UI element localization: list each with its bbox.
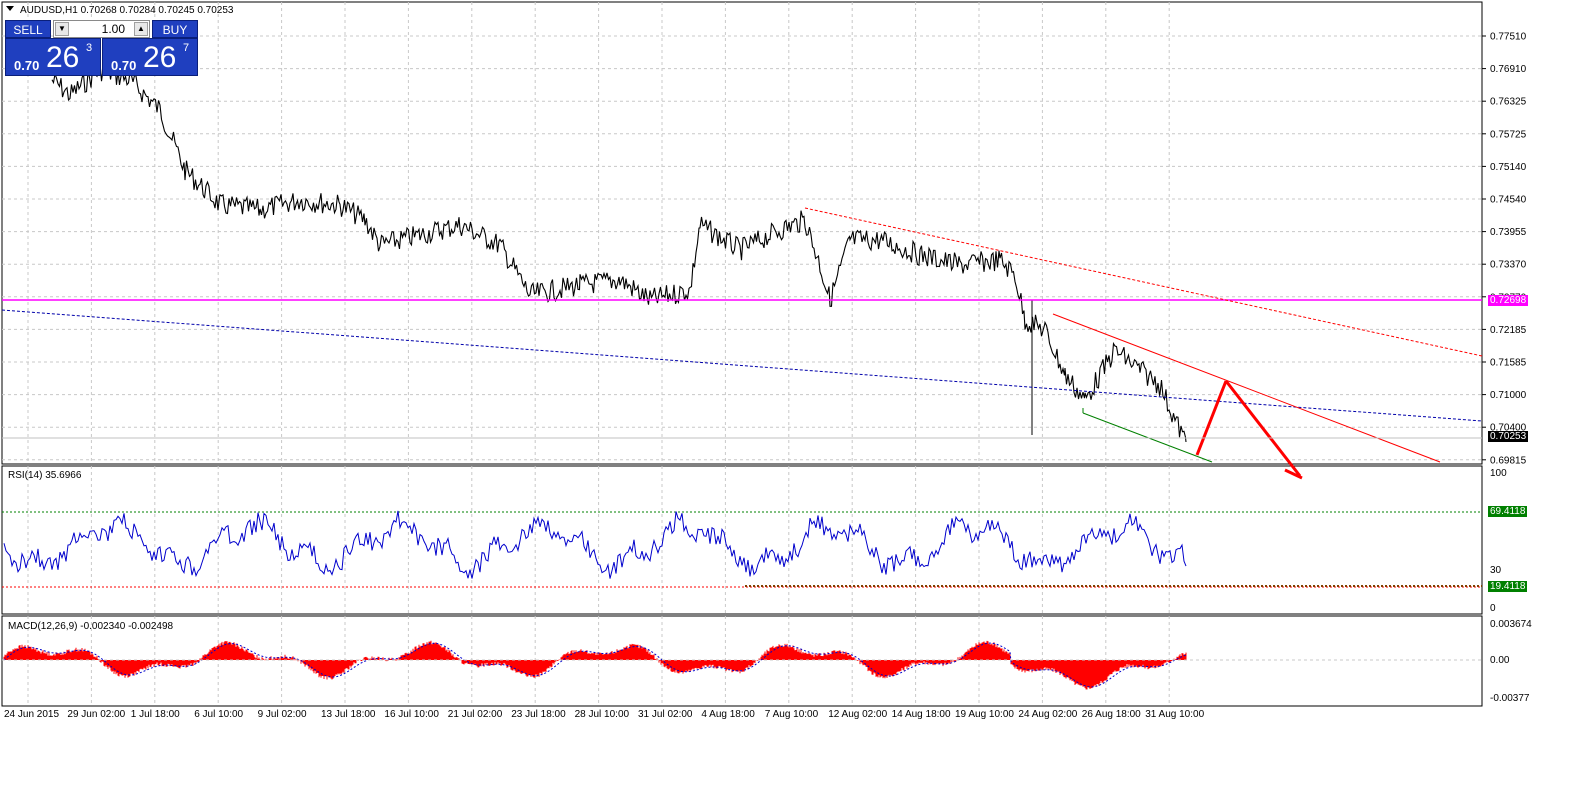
time-tick-label: 28 Jul 10:00 [575, 709, 630, 720]
price-tick-label: 0.70400 [1490, 423, 1527, 434]
buy-price-main: 26 [143, 41, 177, 74]
buy-price-prefix: 0.70 [111, 58, 137, 73]
red-dashed-trendline [804, 207, 1483, 357]
lot-size-field[interactable]: ▼ 1.00 ▲ [53, 20, 150, 38]
time-tick-label: 1 Jul 18:00 [131, 709, 180, 720]
one-click-trading-panel: SELL ▼ 1.00 ▲ BUY 0.70 26 3 0.70 26 7 [5, 20, 198, 76]
price-tick-label: 0.74540 [1490, 195, 1527, 206]
rsi-upper-level-tag: 69.4118 [1488, 506, 1528, 517]
price-line [51, 62, 1187, 443]
horizontal-line-price-tag: 0.72698 [1488, 295, 1529, 306]
rsi-lower-level-tag: 19.4118 [1488, 581, 1528, 592]
macd-indicator [2, 640, 1482, 690]
price-tick-label: 0.75140 [1490, 162, 1527, 173]
chart-frames [1, 1, 1483, 707]
macd-level-label: -0.00377 [1490, 693, 1530, 704]
time-tick-label: 23 Jul 18:00 [511, 709, 566, 720]
price-series [51, 62, 1187, 443]
price-tick-label: 0.69815 [1490, 455, 1527, 466]
current-price-tag: 0.70253 [1488, 431, 1529, 442]
blue-trendline [1, 309, 1483, 422]
chart-drawings[interactable] [1, 207, 1483, 480]
buy-price-pip: 7 [183, 42, 190, 54]
time-tick-label: 14 Aug 18:00 [892, 709, 951, 720]
price-tick-label: 0.71000 [1490, 390, 1527, 401]
price-tick-label: 0.72185 [1490, 325, 1527, 336]
time-tick-label: 31 Jul 02:00 [638, 709, 693, 720]
rsi-level-label: 100 [1490, 468, 1507, 479]
time-tick-label: 31 Aug 10:00 [1145, 709, 1204, 720]
price-tick-label: 0.75725 [1490, 129, 1527, 140]
sell-price-button[interactable]: 0.70 26 3 [5, 38, 101, 76]
macd-level-label: 0.003674 [1490, 619, 1532, 630]
price-tick-label: 0.73370 [1490, 260, 1527, 271]
time-tick-label: 9 Jul 02:00 [258, 709, 307, 720]
rsi-level-label: 30 [1490, 565, 1502, 576]
projection-up-arrow [1195, 380, 1228, 456]
time-tick-label: 13 Jul 18:00 [321, 709, 376, 720]
rsi-title: RSI(14) 35.6966 [8, 470, 82, 481]
price-tick-label: 0.77510 [1490, 32, 1527, 43]
macd-histogram [3, 640, 1187, 690]
lot-decrease-icon[interactable]: ▼ [55, 22, 69, 36]
symbol-header: AUDUSD,H1 0.70268 0.70284 0.70245 0.7025… [20, 5, 234, 16]
macd-signal-line [3, 642, 1187, 688]
time-tick-label: 16 Jul 10:00 [384, 709, 439, 720]
rsi-level-label: 0 [1490, 603, 1496, 614]
chart-menu-icon[interactable] [6, 4, 14, 12]
price-tick-label: 0.76910 [1490, 64, 1527, 75]
sell-button[interactable]: SELL [5, 20, 51, 38]
macd-level-label: 0.00 [1490, 655, 1510, 666]
time-tick-label: 21 Jul 02:00 [448, 709, 503, 720]
time-tick-label: 19 Aug 10:00 [955, 709, 1014, 720]
lot-increase-icon[interactable]: ▲ [134, 22, 148, 36]
time-tick-label: 6 Jul 10:00 [194, 709, 243, 720]
time-tick-label: 7 Aug 10:00 [765, 709, 819, 720]
projection-down-arrow [1224, 380, 1302, 477]
chart-grid [2, 2, 1482, 706]
channel-upper-line [1052, 313, 1441, 463]
price-tick-label: 0.76325 [1490, 97, 1527, 108]
macd-title: MACD(12,26,9) -0.002340 -0.002498 [8, 621, 174, 632]
time-tick-label: 26 Aug 18:00 [1082, 709, 1141, 720]
rsi-indicator [2, 510, 1482, 588]
time-tick-label: 24 Jun 2015 [4, 709, 59, 720]
sell-price-main: 26 [46, 41, 80, 74]
buy-button[interactable]: BUY [152, 20, 198, 38]
time-tick-label: 29 Jun 02:00 [67, 709, 125, 720]
price-tick-label: 0.73955 [1490, 227, 1527, 238]
projection-arrowhead [1284, 468, 1303, 480]
price-tick-label: 0.71585 [1490, 358, 1527, 369]
sell-price-prefix: 0.70 [14, 58, 40, 73]
lot-size-value[interactable]: 1.00 [101, 22, 125, 36]
chart-axes: 0.77510 0.76910 0.76325 0.75725 0.75140 0.745… [4, 32, 1532, 721]
time-tick-label: 24 Aug 02:00 [1018, 709, 1077, 720]
time-tick-label: 4 Aug 18:00 [701, 709, 755, 720]
buy-price-button[interactable]: 0.70 26 7 [102, 38, 198, 76]
time-tick-label: 12 Aug 02:00 [828, 709, 887, 720]
rsi-line [3, 510, 1187, 579]
sell-price-pip: 3 [86, 42, 93, 54]
